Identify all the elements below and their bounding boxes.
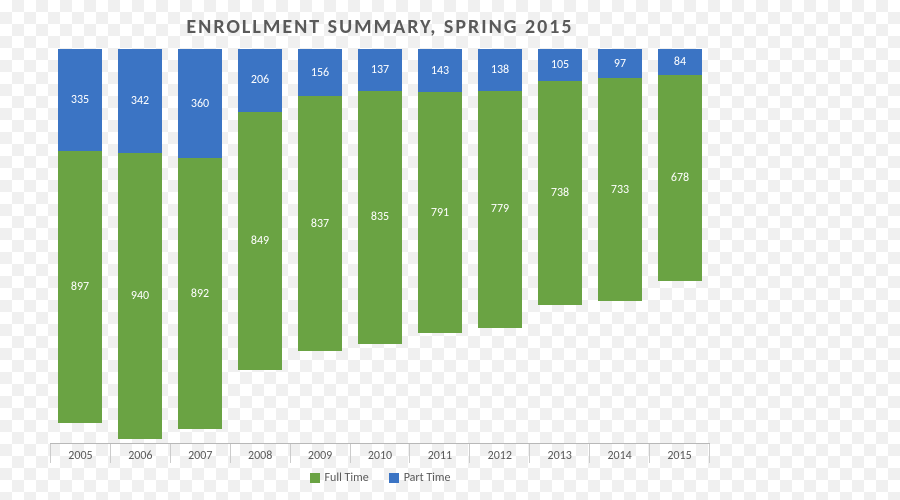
bar-stack: 84678 [658,49,701,281]
bar-stack: 342940 [118,49,161,439]
bar-stack: 97733 [598,49,641,301]
bar-fulltime: 779 [478,91,521,328]
legend-label: Full Time [325,471,369,485]
bar-stack: 137835 [358,49,401,344]
legend-swatch [310,473,320,483]
legend-swatch [389,473,399,483]
bar-parttime: 143 [418,49,461,92]
bar-parttime: 206 [238,49,281,112]
bar-stack: 360892 [178,49,221,429]
bar-fulltime: 733 [598,78,641,301]
bar-parttime: 360 [178,49,221,158]
chart-title: ENROLLMENT SUMMARY, SPRING 2015 [50,15,710,39]
x-tick-label: 2013 [530,444,590,463]
enrollment-chart: ENROLLMENT SUMMARY, SPRING 2015 335897 34… [50,15,710,475]
bar-column: 84678 [650,49,710,443]
legend: Full Time Part Time [50,471,710,485]
bar-column: 335897 [50,49,110,443]
legend-label: Part Time [404,471,451,485]
bar-column: 156837 [290,49,350,443]
bar-stack: 206849 [238,49,281,370]
x-tick-label: 2014 [590,444,650,463]
bar-column: 138779 [470,49,530,443]
bar-parttime: 97 [598,49,641,78]
bar-parttime: 137 [358,49,401,91]
bar-column: 143791 [410,49,470,443]
x-tick-label: 2006 [111,444,171,463]
bar-parttime: 335 [58,49,101,151]
bar-parttime: 138 [478,49,521,91]
bar-stack: 105738 [538,49,581,305]
x-tick-label: 2015 [650,444,710,463]
legend-item-fulltime: Full Time [310,471,369,485]
bar-parttime: 342 [118,49,161,153]
bar-stack: 138779 [478,49,521,328]
x-tick-label: 2009 [291,444,351,463]
bar-column: 105738 [530,49,590,443]
bar-column: 137835 [350,49,410,443]
bar-column: 342940 [110,49,170,443]
bar-parttime: 84 [658,49,701,75]
bar-fulltime: 892 [178,158,221,429]
bar-stack: 143791 [418,49,461,333]
bar-fulltime: 738 [538,81,581,305]
x-tick-label: 2007 [171,444,231,463]
plot-area: 3358973429403608922068491568371378351437… [50,49,710,444]
bar-stack: 335897 [58,49,101,423]
x-tick-label: 2011 [410,444,470,463]
bar-stack: 156837 [298,49,341,351]
x-tick-label: 2008 [231,444,291,463]
bar-fulltime: 791 [418,92,461,332]
bar-fulltime: 678 [658,75,701,281]
x-axis: 2005200620072008200920102011201220132014… [50,444,710,463]
bar-column: 206849 [230,49,290,443]
bar-fulltime: 940 [118,153,161,439]
bar-fulltime: 835 [358,91,401,345]
bar-fulltime: 897 [58,151,101,424]
bar-fulltime: 849 [238,112,281,370]
legend-item-parttime: Part Time [389,471,451,485]
bar-column: 360892 [170,49,230,443]
x-tick-label: 2005 [50,444,111,463]
bar-column: 97733 [590,49,650,443]
x-tick-label: 2012 [470,444,530,463]
x-tick-label: 2010 [351,444,411,463]
bar-fulltime: 837 [298,96,341,350]
bar-parttime: 105 [538,49,581,81]
bar-parttime: 156 [298,49,341,96]
